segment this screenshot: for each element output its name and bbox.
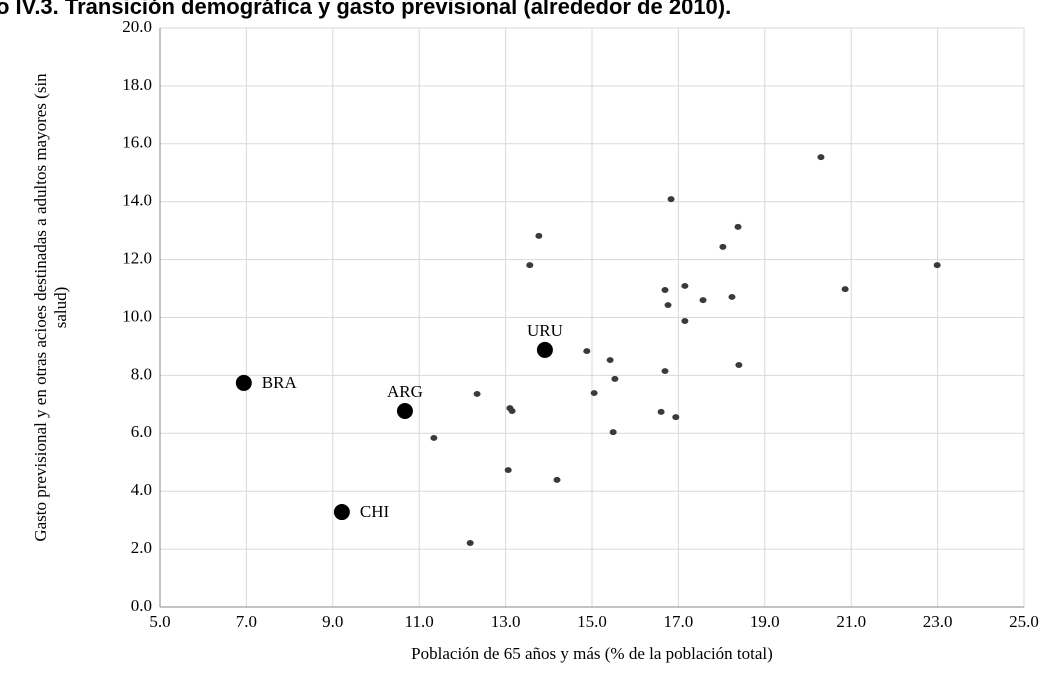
point	[719, 243, 727, 250]
y-tick-label: 18.0	[122, 75, 152, 94]
x-tick-label: 17.0	[664, 612, 694, 631]
x-tick-label: 9.0	[322, 612, 343, 631]
point	[606, 357, 614, 364]
y-tick-label: 4.0	[131, 480, 152, 499]
point-label: URU	[527, 321, 563, 340]
point	[841, 286, 849, 293]
y-tick-label: 2.0	[131, 538, 152, 557]
point	[661, 368, 669, 375]
point	[466, 540, 474, 546]
point	[504, 467, 512, 474]
y-tick-label: 0.0	[131, 596, 152, 615]
x-axis-label: Población de 65 años y más (% de la pobl…	[411, 644, 773, 663]
point	[611, 375, 619, 382]
y-tick-label: 8.0	[131, 364, 152, 383]
x-tick-label: 11.0	[405, 612, 434, 631]
point	[590, 390, 598, 397]
x-tick-label: 19.0	[750, 612, 780, 631]
point	[734, 223, 742, 230]
x-tick-label: 25.0	[1009, 612, 1039, 631]
x-tick-label: 13.0	[491, 612, 521, 631]
x-tick-label: 7.0	[236, 612, 257, 631]
point-label: CHI	[360, 502, 390, 521]
y-tick-label: 12.0	[122, 249, 152, 268]
chart-title: o IV.3. Transición demográfica y gasto p…	[0, 0, 731, 19]
x-tick-label: 5.0	[149, 612, 170, 631]
point	[735, 362, 743, 368]
point	[661, 287, 669, 293]
point	[657, 408, 665, 415]
point	[672, 414, 680, 421]
point	[396, 403, 413, 420]
point-label: BRA	[262, 373, 298, 392]
y-tick-label: 14.0	[122, 191, 152, 210]
point-label: ARG	[387, 382, 423, 401]
point	[508, 408, 516, 414]
y-axis-label: Gasto previsional y en otras acioes dest…	[31, 73, 50, 542]
y-tick-label: 10.0	[122, 306, 152, 325]
x-tick-label: 21.0	[836, 612, 866, 631]
point	[699, 297, 707, 304]
point	[430, 434, 438, 441]
point	[235, 374, 252, 391]
point	[728, 293, 736, 300]
point	[553, 476, 561, 483]
point	[933, 262, 941, 269]
point	[333, 504, 350, 521]
y-axis-label: salud)	[51, 287, 70, 329]
x-tick-label: 23.0	[923, 612, 953, 631]
x-tick-label: 15.0	[577, 612, 607, 631]
point	[681, 317, 689, 324]
point	[535, 232, 543, 239]
y-tick-label: 20.0	[122, 17, 152, 36]
point	[609, 429, 617, 436]
y-tick-label: 16.0	[122, 133, 152, 152]
point	[536, 341, 553, 358]
point	[817, 154, 825, 161]
point	[667, 196, 675, 203]
point	[583, 348, 591, 355]
y-tick-label: 6.0	[131, 422, 152, 441]
point	[664, 302, 672, 309]
point	[526, 262, 534, 269]
point	[473, 390, 481, 397]
point	[681, 282, 689, 289]
